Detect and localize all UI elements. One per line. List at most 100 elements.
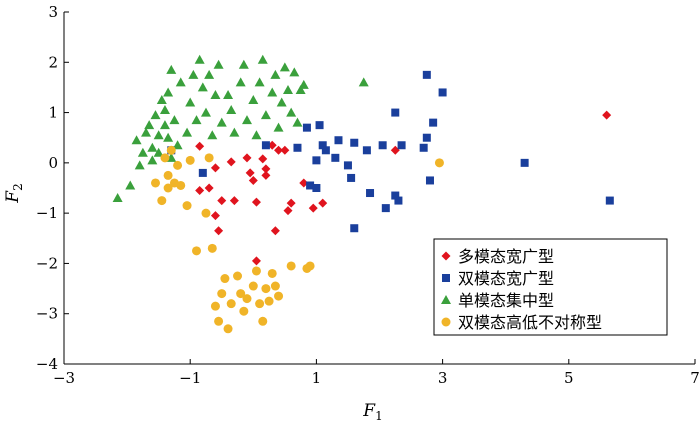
data-point (270, 69, 281, 79)
data-point (223, 324, 233, 334)
data-point (210, 163, 220, 173)
data-point (213, 59, 224, 69)
data-point (166, 64, 177, 74)
data-point (279, 62, 290, 72)
y-tick-label: −3 (36, 305, 58, 323)
data-point (286, 261, 296, 271)
data-point (602, 110, 612, 120)
data-point (251, 266, 261, 276)
data-point (429, 118, 438, 127)
data-point (350, 224, 359, 233)
data-point (318, 198, 328, 208)
data-point (217, 289, 227, 299)
data-point (217, 196, 227, 206)
data-point (258, 316, 268, 326)
y-tick-label: 0 (48, 154, 58, 172)
data-point (134, 160, 145, 170)
data-point (251, 256, 261, 266)
legend-marker (441, 317, 451, 327)
data-point (347, 173, 356, 182)
data-point (248, 95, 259, 104)
data-point (173, 160, 183, 170)
data-point (163, 170, 173, 180)
data-point (235, 77, 246, 87)
data-point (182, 201, 192, 211)
data-point (302, 123, 311, 132)
y-tick-label: 1 (48, 104, 58, 122)
data-point (248, 175, 258, 185)
data-point (292, 117, 303, 127)
x-tick-label: 3 (438, 369, 448, 387)
data-point (201, 208, 211, 218)
data-point (144, 120, 155, 130)
data-point (207, 243, 217, 253)
data-point (286, 107, 297, 117)
data-point (229, 196, 239, 206)
legend-marker (442, 274, 450, 282)
data-point (312, 184, 321, 192)
data-point (137, 147, 148, 157)
data-point (318, 141, 327, 150)
data-point (255, 299, 265, 309)
data-point (195, 141, 205, 151)
data-point (236, 289, 246, 299)
data-point (362, 146, 371, 155)
y-axis-label: F2 (3, 183, 25, 203)
legend-marker (441, 251, 451, 261)
data-point (141, 127, 152, 137)
data-point (169, 115, 180, 125)
data-point (261, 284, 271, 294)
data-point (260, 110, 271, 120)
data-point (185, 155, 195, 165)
data-point (242, 153, 252, 163)
data-point (289, 67, 300, 77)
data-point (366, 189, 375, 198)
data-point (204, 153, 214, 163)
data-point (172, 140, 183, 150)
data-point (267, 87, 278, 97)
data-point (112, 193, 123, 203)
data-point (226, 299, 236, 309)
data-point (216, 117, 227, 127)
data-point (422, 133, 431, 142)
data-point (422, 70, 431, 79)
data-point (241, 115, 252, 125)
data-point (274, 145, 284, 155)
data-point (185, 97, 196, 107)
data-point (226, 157, 236, 167)
data-point (188, 69, 199, 79)
y-tick-label: −2 (36, 254, 58, 272)
data-point (520, 158, 529, 167)
data-point (286, 198, 296, 208)
data-point (207, 130, 218, 140)
series-3 (112, 54, 369, 203)
legend-label: 双模态宽广型 (458, 269, 554, 288)
data-point (242, 294, 252, 304)
data-point (150, 110, 161, 120)
data-point (381, 204, 390, 213)
data-point (233, 271, 243, 281)
x-tick-label: −3 (53, 369, 75, 387)
series-4 (150, 145, 444, 334)
data-point (605, 196, 614, 205)
x-tick-label: 1 (312, 369, 322, 387)
legend-label: 多模态宽广型 (458, 247, 554, 266)
data-points (112, 54, 614, 334)
data-point (391, 108, 400, 117)
data-point (238, 59, 249, 69)
data-point (315, 121, 324, 130)
data-point (267, 268, 277, 278)
data-point (251, 130, 262, 140)
data-point (204, 183, 214, 193)
data-point (159, 105, 170, 115)
data-point (334, 136, 343, 145)
data-point (175, 77, 186, 87)
data-point (261, 164, 271, 174)
data-point (153, 130, 164, 140)
data-point (131, 135, 142, 145)
data-point (299, 178, 309, 188)
data-point (261, 141, 270, 150)
data-point (390, 145, 400, 155)
data-point (308, 203, 318, 213)
